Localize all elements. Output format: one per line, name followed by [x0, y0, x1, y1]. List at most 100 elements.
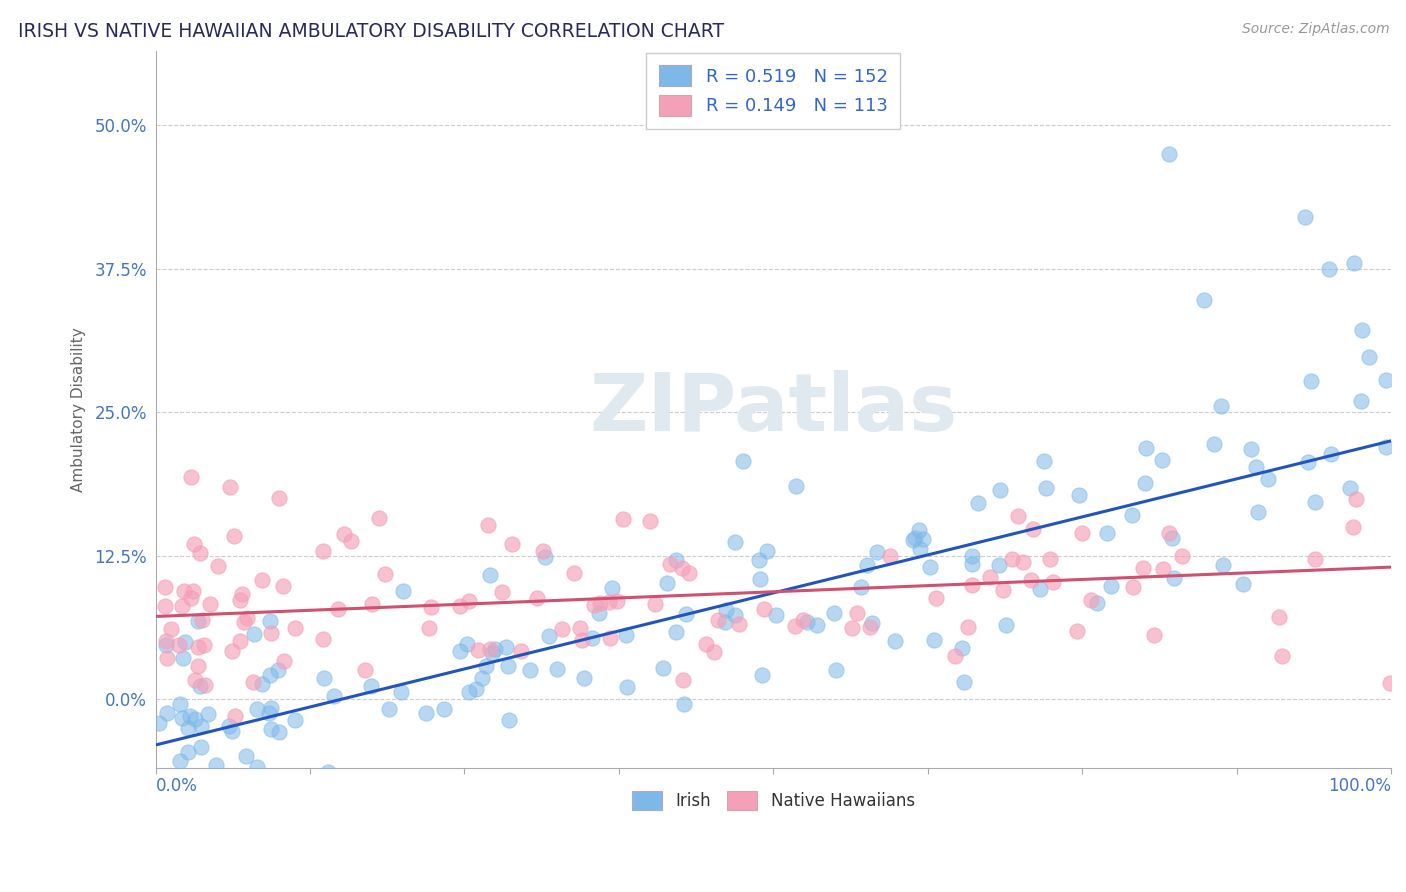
Point — [967, 496, 990, 510]
Text: IRISH VS NATIVE HAWAIIAN AMBULATORY DISABILITY CORRELATION CHART: IRISH VS NATIVE HAWAIIAN AMBULATORY DISA… — [18, 22, 724, 41]
Point — [907, 523, 929, 537]
Point — [748, 572, 770, 586]
Point — [1066, 624, 1088, 638]
Point — [728, 616, 751, 631]
Point — [156, 706, 179, 721]
Point — [181, 583, 204, 598]
Point — [616, 680, 638, 694]
Text: Source: ZipAtlas.com: Source: ZipAtlas.com — [1241, 22, 1389, 37]
Point — [582, 599, 605, 613]
Point — [714, 615, 737, 630]
Point — [389, 684, 412, 698]
Point — [221, 643, 243, 657]
Point — [1375, 440, 1398, 454]
Point — [879, 549, 901, 564]
Point — [222, 529, 245, 543]
Point — [1122, 580, 1144, 594]
Point — [267, 663, 290, 677]
Point — [1095, 526, 1118, 541]
Point — [224, 709, 246, 723]
Point — [284, 621, 307, 635]
Point — [340, 533, 363, 548]
Point — [1294, 210, 1316, 224]
Point — [155, 634, 177, 648]
Point — [783, 618, 806, 632]
Point — [481, 646, 503, 660]
Point — [190, 719, 212, 733]
Point — [260, 722, 283, 736]
Point — [956, 620, 979, 634]
Point — [672, 673, 695, 687]
Point — [236, 611, 259, 625]
Point — [188, 679, 211, 693]
Point — [162, 803, 184, 817]
Point — [1163, 571, 1185, 585]
Point — [378, 702, 401, 716]
Point — [723, 535, 745, 549]
Point — [374, 567, 396, 582]
Point — [1007, 508, 1029, 523]
Point — [1035, 481, 1057, 495]
Point — [846, 606, 869, 620]
Point — [953, 674, 976, 689]
Point — [484, 641, 506, 656]
Point — [259, 614, 281, 628]
Point — [245, 760, 267, 774]
Point — [187, 790, 209, 805]
Point — [751, 668, 773, 682]
Point — [231, 587, 253, 601]
Point — [562, 566, 585, 580]
Point — [188, 546, 211, 560]
Point — [652, 661, 675, 675]
Point — [1069, 488, 1091, 502]
Point — [731, 454, 754, 468]
Point — [943, 649, 966, 664]
Point — [184, 673, 207, 688]
Point — [169, 755, 191, 769]
Point — [599, 631, 621, 645]
Point — [911, 532, 934, 546]
Point — [353, 663, 375, 677]
Point — [1246, 459, 1268, 474]
Point — [267, 491, 290, 506]
Point — [988, 483, 1011, 497]
Point — [166, 785, 188, 799]
Point — [180, 470, 202, 484]
Point — [155, 638, 177, 652]
Point — [235, 749, 257, 764]
Point — [925, 591, 948, 606]
Point — [706, 613, 728, 627]
Point — [190, 740, 212, 755]
Point — [806, 617, 828, 632]
Point — [246, 702, 269, 716]
Point — [159, 782, 181, 797]
Point — [501, 537, 523, 551]
Point — [1379, 676, 1402, 690]
Point — [245, 770, 267, 784]
Point — [1320, 447, 1343, 461]
Point — [458, 685, 481, 699]
Point — [498, 713, 520, 727]
Point — [1212, 558, 1234, 573]
Point — [1247, 505, 1270, 519]
Point — [314, 671, 336, 685]
Point — [1351, 323, 1374, 337]
Point — [260, 626, 283, 640]
Point — [1080, 593, 1102, 607]
Point — [1150, 453, 1173, 467]
Point — [183, 712, 205, 726]
Point — [177, 721, 200, 735]
Point — [1375, 373, 1398, 387]
Point — [221, 724, 243, 739]
Point — [449, 643, 471, 657]
Point — [796, 615, 818, 630]
Point — [568, 621, 591, 635]
Point — [367, 511, 389, 525]
Point — [581, 631, 603, 645]
Point — [1301, 374, 1323, 388]
Point — [218, 719, 240, 733]
Point — [284, 713, 307, 727]
Point — [312, 632, 335, 647]
Point — [979, 570, 1001, 584]
Point — [1346, 492, 1368, 507]
